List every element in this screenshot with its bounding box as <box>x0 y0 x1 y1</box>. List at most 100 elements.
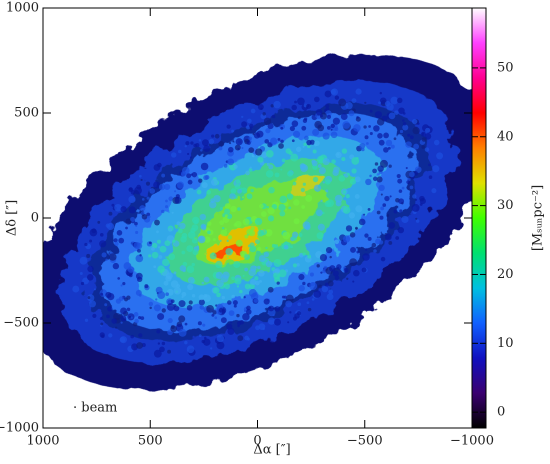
map-texture <box>87 274 94 281</box>
map-texture <box>350 247 356 253</box>
map-texture <box>373 125 379 131</box>
map-texture <box>274 244 278 248</box>
map-texture <box>303 183 306 186</box>
map-texture <box>211 134 214 137</box>
map-texture <box>151 247 155 251</box>
map-texture <box>154 304 161 311</box>
map-texture <box>80 272 83 275</box>
map-texture <box>220 207 223 210</box>
colorbar-tick-label: 20 <box>497 267 514 282</box>
map-texture <box>187 153 189 155</box>
map-texture <box>290 126 295 131</box>
map-texture <box>267 163 270 166</box>
map-texture <box>387 214 390 217</box>
map-texture <box>268 215 274 221</box>
map-texture <box>185 145 187 147</box>
map-texture <box>241 121 247 127</box>
map-texture <box>186 173 191 178</box>
map-texture <box>200 214 206 220</box>
map-texture <box>415 199 417 201</box>
map-texture <box>231 130 234 133</box>
map-texture <box>301 188 305 192</box>
map-texture <box>323 132 330 139</box>
map-texture <box>248 147 254 153</box>
map-texture <box>363 125 366 128</box>
map-texture <box>302 252 305 255</box>
map-texture <box>125 227 128 230</box>
map-texture <box>241 147 243 149</box>
map-texture <box>121 322 123 324</box>
map-texture <box>81 282 84 285</box>
map-texture <box>375 162 378 165</box>
map-texture <box>188 231 196 239</box>
colorbar-tick-label: 30 <box>497 198 514 213</box>
map-texture <box>331 131 338 138</box>
map-texture <box>192 249 198 255</box>
map-texture <box>355 194 360 199</box>
map-texture <box>100 322 103 325</box>
map-texture <box>127 313 134 320</box>
map-texture <box>120 206 126 212</box>
map-texture <box>129 188 132 191</box>
map-texture <box>192 238 198 244</box>
map-texture <box>378 185 384 191</box>
map-texture <box>174 305 180 311</box>
map-texture <box>142 214 148 220</box>
map-texture <box>198 178 202 182</box>
map-texture <box>266 170 274 178</box>
map-texture <box>307 255 311 259</box>
map-texture <box>107 223 114 230</box>
map-texture <box>152 252 159 259</box>
map-texture <box>324 266 327 269</box>
map-texture <box>161 210 164 213</box>
map-texture <box>291 105 297 111</box>
map-texture <box>209 139 215 145</box>
map-texture <box>298 274 304 280</box>
x-tick-label: 0 <box>253 434 261 449</box>
colorbar-tick-label: 0 <box>497 405 505 420</box>
map-texture <box>257 266 260 269</box>
map-texture <box>288 207 291 210</box>
map-texture <box>234 165 238 169</box>
map-texture <box>346 225 352 231</box>
map-texture <box>231 188 237 194</box>
map-texture <box>272 115 276 119</box>
map-texture <box>202 182 208 188</box>
map-texture <box>178 150 182 154</box>
map-texture <box>284 296 287 299</box>
map-texture <box>300 163 306 169</box>
map-texture <box>224 209 230 215</box>
map-texture <box>431 188 436 193</box>
map-texture <box>139 205 145 211</box>
map-texture <box>318 164 322 168</box>
map-texture <box>343 235 350 242</box>
map-texture <box>213 287 220 294</box>
map-texture <box>155 298 157 300</box>
map-texture <box>285 300 292 307</box>
map-texture <box>432 165 439 172</box>
map-texture <box>80 257 88 265</box>
map-texture <box>187 305 193 311</box>
map-texture <box>319 167 326 174</box>
map-texture <box>186 245 193 252</box>
map-texture <box>280 169 282 171</box>
map-texture <box>142 198 145 201</box>
map-texture <box>326 247 332 253</box>
map-texture <box>282 232 290 240</box>
map-texture <box>380 206 384 210</box>
map-texture <box>311 159 315 163</box>
map-texture <box>282 159 286 163</box>
map-texture <box>255 218 262 225</box>
map-texture <box>388 241 392 245</box>
map-texture <box>137 249 141 253</box>
map-texture <box>229 310 235 316</box>
map-texture <box>236 314 239 317</box>
map-texture <box>347 173 350 176</box>
map-texture <box>294 101 297 104</box>
map-texture <box>255 281 260 286</box>
map-texture <box>115 327 117 329</box>
map-texture <box>134 312 139 317</box>
map-texture <box>382 203 386 207</box>
map-texture <box>134 222 138 226</box>
map-texture <box>204 277 210 283</box>
